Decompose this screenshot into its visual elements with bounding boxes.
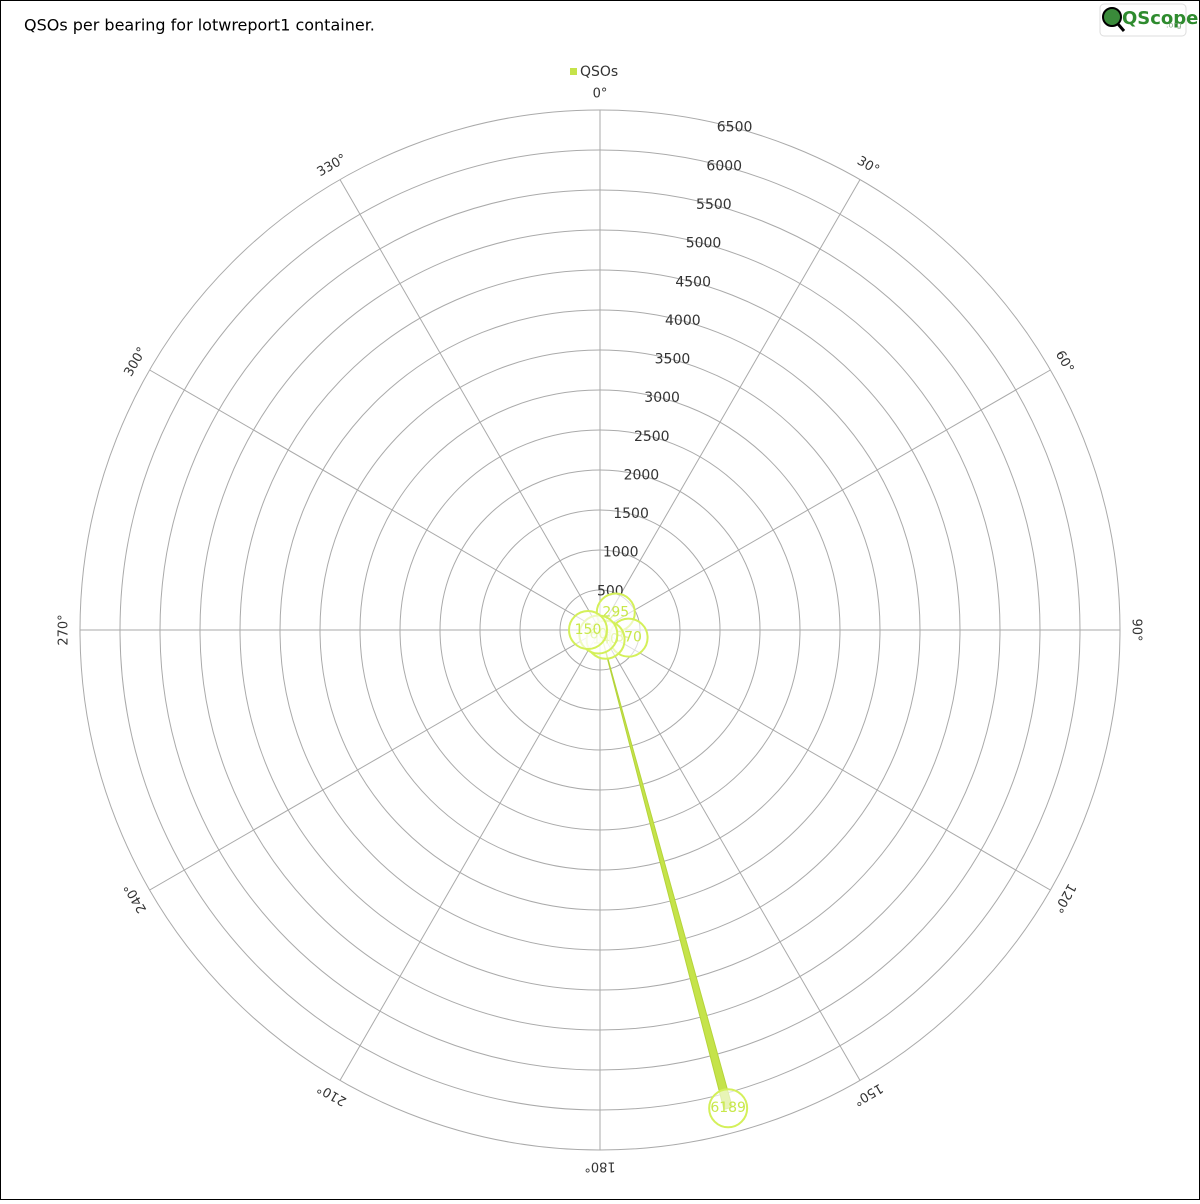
r-tick-label: 6000 — [706, 158, 742, 174]
legend-label: QSOs — [580, 64, 618, 80]
chart-title: QSOs per bearing for lotwreport1 contain… — [24, 16, 375, 35]
r-tick-label: 5500 — [696, 197, 732, 213]
legend-swatch — [570, 68, 577, 75]
r-tick-label: 5000 — [686, 236, 722, 252]
theta-tick-label: 180° — [584, 1159, 615, 1174]
logo-suffix: .org — [1166, 21, 1182, 30]
r-tick-label: 4500 — [675, 274, 711, 290]
theta-tick-label: 90° — [1129, 618, 1144, 641]
theta-tick-label: 270° — [57, 614, 72, 645]
r-tick-label: 2500 — [634, 429, 670, 445]
value-label: 150 — [575, 622, 602, 638]
r-tick-label: 1000 — [603, 545, 639, 561]
value-label: 6189 — [710, 1100, 746, 1116]
theta-tick-label: 0° — [593, 87, 608, 102]
r-tick-label: 1500 — [613, 506, 649, 522]
logo-icon — [1103, 8, 1121, 26]
r-tick-label: 3500 — [655, 352, 691, 368]
r-tick-label: 3000 — [644, 390, 680, 406]
r-tick-label: 6500 — [717, 120, 753, 136]
r-tick-label: 4000 — [665, 313, 701, 329]
logo: QScope .org — [1100, 4, 1198, 36]
logo-text: QScope — [1122, 8, 1198, 29]
r-tick-label: 2000 — [624, 467, 660, 483]
